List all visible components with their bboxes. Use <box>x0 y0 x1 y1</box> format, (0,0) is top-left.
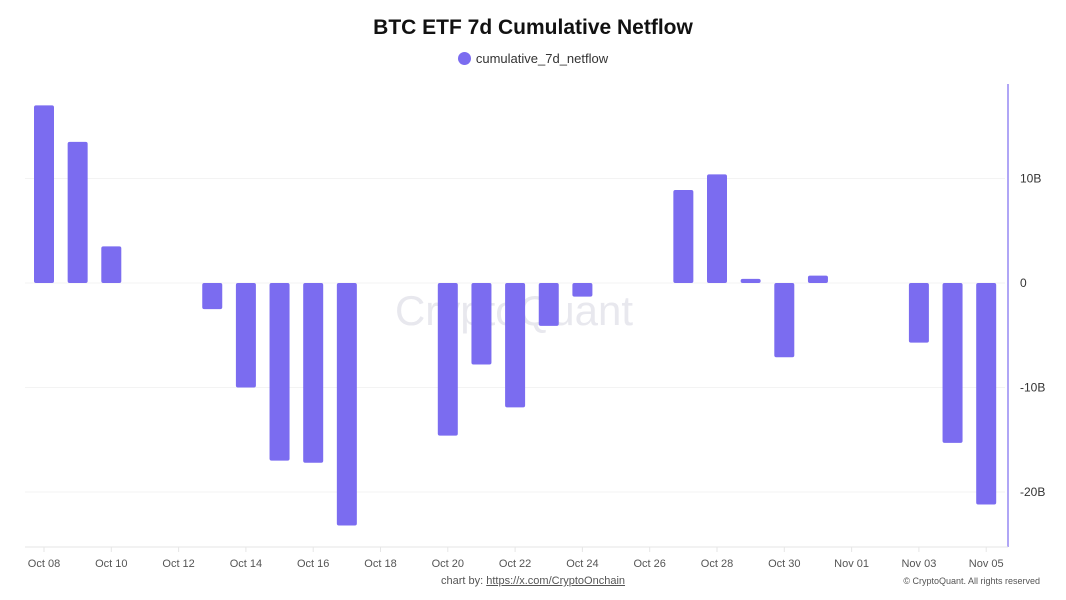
bar-oct-23 <box>538 283 559 326</box>
chart-by-label: chart by: <box>440 575 484 587</box>
x-tick-label: Oct 28 <box>701 558 733 570</box>
chart-credit: chart by: https://x.com/CryptoOnchain <box>0 575 1066 587</box>
bar-oct-15 <box>269 283 290 461</box>
y-tick-label: -20B <box>1020 485 1045 499</box>
x-tick-label: Nov 05 <box>969 558 1004 570</box>
x-tick-label: Oct 18 <box>364 558 396 570</box>
chart-by-link[interactable]: https://x.com/CryptoOnchain <box>486 575 626 587</box>
x-tick-label: Oct 30 <box>768 558 800 570</box>
x-tick-label: Oct 20 <box>432 558 464 570</box>
y-tick-label: 10B <box>1020 172 1041 186</box>
bar-oct-14 <box>235 283 256 388</box>
legend[interactable]: cumulative_7d_netflow <box>0 51 1066 66</box>
bar-oct-10 <box>101 246 122 283</box>
bar-oct-09 <box>67 141 88 283</box>
bar-oct-16 <box>303 283 324 463</box>
x-tick-label: Oct 22 <box>499 558 531 570</box>
bar-oct-20 <box>437 283 458 436</box>
y-tick-label: 0 <box>1020 276 1027 290</box>
x-tick-label: Nov 01 <box>834 558 869 570</box>
bar-nov-04 <box>942 283 963 443</box>
bar-oct-29 <box>740 278 761 283</box>
chart-title: BTC ETF 7d Cumulative Netflow <box>373 16 693 39</box>
y-tick-label: -10B <box>1020 381 1045 395</box>
x-tick-label: Oct 14 <box>230 558 262 570</box>
bar-oct-30 <box>774 283 795 358</box>
x-tick-label: Oct 16 <box>297 558 329 570</box>
bar-oct-21 <box>471 283 492 365</box>
x-tick-label: Nov 03 <box>901 558 936 570</box>
legend-swatch <box>457 52 471 65</box>
bar-oct-31 <box>807 275 828 283</box>
x-tick-label: Oct 08 <box>28 558 60 570</box>
bar-oct-17 <box>336 283 357 526</box>
bar-oct-13 <box>202 283 223 310</box>
bar-nov-03 <box>908 283 929 343</box>
x-tick-label: Oct 12 <box>162 558 194 570</box>
bar-oct-28 <box>707 174 727 283</box>
x-tick-label: Oct 26 <box>633 558 665 570</box>
bar-oct-08 <box>34 105 54 283</box>
x-tick-label: Oct 10 <box>95 558 127 570</box>
bar-nov-05 <box>976 283 997 505</box>
bar-oct-24 <box>572 283 593 297</box>
bar-oct-22 <box>505 283 526 408</box>
bar-oct-27 <box>673 189 694 283</box>
copyright: © CryptoQuant. All rights reserved <box>903 576 1040 586</box>
x-tick-label: Oct 24 <box>566 558 598 570</box>
legend-label: cumulative_7d_netflow <box>475 51 609 66</box>
